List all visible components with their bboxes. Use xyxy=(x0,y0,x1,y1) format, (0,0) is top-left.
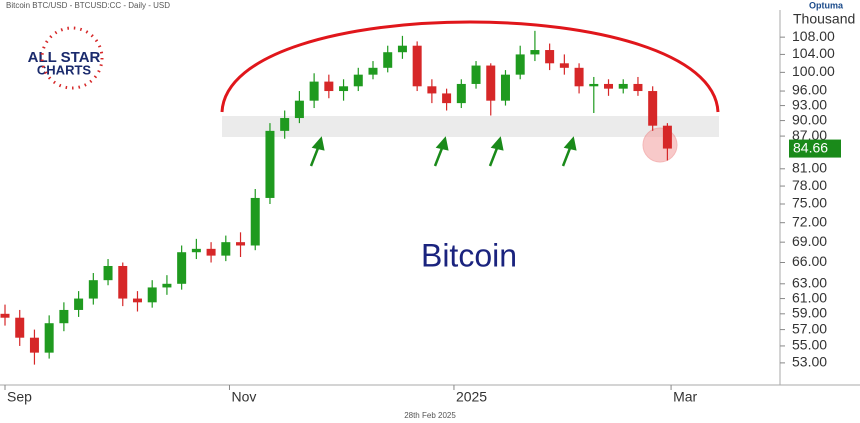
candle-body xyxy=(44,323,54,353)
candle-body xyxy=(618,83,628,89)
candle-body xyxy=(662,125,672,149)
y-tick-label: 90.00 xyxy=(792,111,827,127)
y-tick-label: 57.00 xyxy=(792,320,827,336)
y-tick-label: 78.00 xyxy=(792,177,827,193)
x-tick-label: Mar xyxy=(673,389,697,405)
x-tick-label: Sep xyxy=(7,389,32,405)
candle-body xyxy=(397,45,407,53)
candle-body xyxy=(648,91,658,126)
x-tick-label: 2025 xyxy=(456,389,487,405)
candle-body xyxy=(147,287,157,303)
candle-body xyxy=(383,52,393,68)
candle-body xyxy=(442,93,452,104)
candle-body xyxy=(574,67,584,87)
candle-body xyxy=(221,242,231,256)
logo-stars xyxy=(40,26,104,90)
candle-body xyxy=(29,337,39,353)
candle-body xyxy=(324,81,334,92)
rounding-top-arc xyxy=(220,20,720,113)
candle-body xyxy=(427,86,437,94)
y-axis-label: Thousand xyxy=(793,11,855,27)
logo-line: CHARTS xyxy=(37,62,91,77)
candle-body xyxy=(206,248,216,256)
support-zone xyxy=(222,116,719,137)
arrow-head xyxy=(490,136,504,151)
y-tick-label: 81.00 xyxy=(792,159,827,175)
candle-body xyxy=(412,45,422,87)
chart-title: Bitcoin xyxy=(421,237,517,273)
last-price-box xyxy=(789,139,841,158)
x-tick-label: Nov xyxy=(231,389,256,405)
candle-body xyxy=(132,298,142,303)
y-tick-label: 69.00 xyxy=(792,233,827,249)
candle-body xyxy=(280,118,290,131)
candle-body xyxy=(604,83,614,89)
arrow-head xyxy=(311,136,325,151)
candle-body xyxy=(294,100,304,119)
candle-body xyxy=(456,83,466,104)
y-tick-label: 104.00 xyxy=(792,45,835,61)
y-tick-label: 87.00 xyxy=(792,127,827,143)
candle-body xyxy=(0,313,10,318)
y-tick-label: 72.00 xyxy=(792,213,827,229)
candle-body xyxy=(59,309,69,324)
candle-body xyxy=(88,280,98,299)
y-tick-label: 93.00 xyxy=(792,96,827,112)
y-tick-label: 61.00 xyxy=(792,289,827,305)
y-tick-label: 63.00 xyxy=(792,274,827,290)
candle-body xyxy=(486,65,496,101)
candle-body xyxy=(236,242,246,246)
highlight-circle xyxy=(642,127,678,163)
candle-body xyxy=(471,65,481,84)
arrow-head xyxy=(435,136,449,151)
candle-body xyxy=(339,86,349,92)
y-tick-label: 108.00 xyxy=(792,28,835,44)
candle-body xyxy=(103,265,113,281)
y-tick-label: 96.00 xyxy=(792,82,827,98)
candle-body xyxy=(309,81,319,101)
candle-body xyxy=(265,130,275,198)
y-tick-label: 66.00 xyxy=(792,253,827,269)
y-tick-label: 100.00 xyxy=(792,63,835,79)
y-tick-label: 53.00 xyxy=(792,354,827,370)
candle-body xyxy=(162,283,172,288)
candle-body xyxy=(515,54,525,75)
arrow-head xyxy=(563,136,577,151)
chart-header: Bitcoin BTC/USD - BTCUSD:CC - Daily - US… xyxy=(6,1,170,10)
candle-body xyxy=(559,63,569,68)
logo-line: ALL STAR xyxy=(28,49,101,66)
candle-body xyxy=(191,248,201,253)
last-price-label: 84.66 xyxy=(793,139,828,155)
y-tick-label: 59.00 xyxy=(792,305,827,321)
candle-body xyxy=(368,67,378,75)
candle-body xyxy=(118,265,128,299)
candle-body xyxy=(250,197,260,246)
candle-body xyxy=(74,298,84,310)
arrows xyxy=(309,136,577,167)
candle-body xyxy=(545,50,555,64)
footer-date: 28th Feb 2025 xyxy=(404,411,456,420)
logo: ALL STAR CHARTS xyxy=(28,26,104,90)
candle-body xyxy=(589,83,599,87)
y-tick-label: 75.00 xyxy=(792,195,827,211)
candle-body xyxy=(500,74,510,101)
brand: Optuma xyxy=(809,0,844,10)
candle-body xyxy=(15,317,25,338)
candle-body xyxy=(177,252,187,284)
candle-body xyxy=(633,83,643,92)
y-tick-label: 55.00 xyxy=(792,337,827,353)
candle-body xyxy=(353,74,363,87)
candle-body xyxy=(530,50,540,55)
